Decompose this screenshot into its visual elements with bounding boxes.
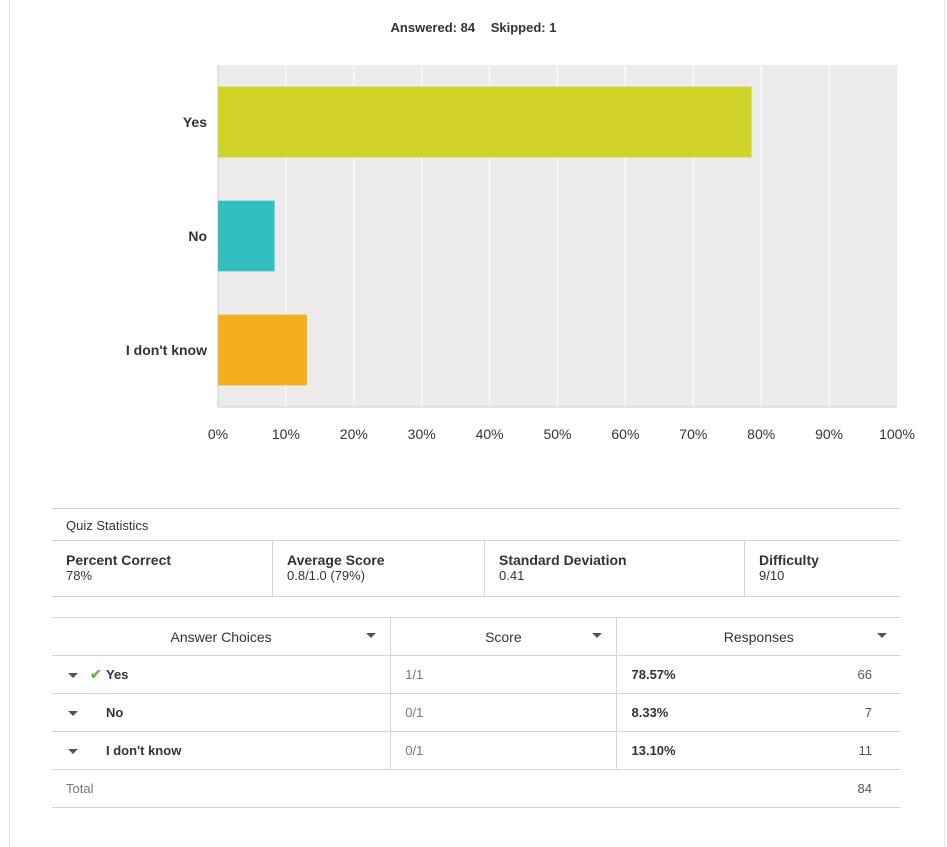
sort-score[interactable]: Score bbox=[390, 617, 617, 656]
sort-answer-choices[interactable]: Answer Choices bbox=[52, 617, 392, 656]
x-tick-label: 90% bbox=[815, 426, 843, 442]
x-tick-label: 20% bbox=[340, 426, 368, 442]
answer-choice-label: Yes bbox=[106, 667, 129, 682]
expand-row-toggle[interactable] bbox=[68, 749, 78, 755]
stat-label: Percent Correct bbox=[66, 552, 172, 568]
category-label: I don't know bbox=[126, 342, 207, 358]
responses-cell: 78.57% 66 bbox=[616, 655, 901, 694]
response-percent: 8.33% bbox=[631, 705, 669, 720]
response-summary: Answered: 84 Skipped: 1 bbox=[0, 20, 947, 35]
caret-down-icon bbox=[591, 633, 602, 638]
table-row: No 0/1 8.33% 7 bbox=[52, 693, 901, 732]
table-row: ✔ Yes 1/1 78.57% 66 bbox=[52, 655, 901, 694]
bar-chart: 0% 10% 20% 30% 40% 50% 60% 70% 80% 90% 100% Yes No I … bbox=[126, 65, 915, 442]
quiz-statistics-row: Percent Correct 78% Average Score 0.8/1.… bbox=[52, 541, 901, 597]
stat-value: 78% bbox=[66, 568, 93, 583]
total-row: Total 84 bbox=[52, 769, 901, 808]
quiz-statistics-title: Quiz Statistics bbox=[52, 508, 901, 541]
responses-cell: 13.10% 11 bbox=[616, 731, 901, 770]
stat-value: 0.8/1.0 (79%) bbox=[287, 568, 366, 583]
panel-frame bbox=[9, 0, 945, 847]
expand-row-toggle[interactable] bbox=[68, 673, 78, 679]
total-cell: 84 bbox=[616, 769, 901, 808]
x-tick-label: 30% bbox=[408, 426, 436, 442]
answer-choice-label: No bbox=[106, 705, 124, 720]
caret-down-icon bbox=[366, 633, 377, 638]
stat-label: Average Score bbox=[287, 552, 385, 568]
response-count: 7 bbox=[864, 705, 872, 720]
table-row: I don't know 0/1 13.10% 11 bbox=[52, 731, 901, 770]
sort-responses[interactable]: Responses bbox=[616, 617, 901, 656]
x-tick-label: 40% bbox=[476, 426, 504, 442]
column-header-label: Score bbox=[485, 628, 522, 645]
bar bbox=[218, 86, 752, 158]
answer-choice-label: I don't know bbox=[106, 743, 182, 758]
bar bbox=[218, 314, 307, 386]
expand-row-toggle[interactable] bbox=[68, 711, 78, 717]
x-tick-label: 60% bbox=[611, 426, 639, 442]
total-label: Total bbox=[52, 769, 616, 808]
check-icon: ✔ bbox=[90, 666, 102, 682]
bar bbox=[218, 200, 275, 272]
x-tick-label: 0% bbox=[208, 426, 228, 442]
stat-value: 9/10 bbox=[759, 568, 785, 583]
answered-count: Answered: 84 bbox=[390, 20, 476, 35]
stat-percent-correct: Percent Correct 78% bbox=[52, 541, 273, 596]
score-cell: 1/1 bbox=[390, 655, 617, 694]
answer-choice-cell: I don't know bbox=[52, 731, 392, 770]
category-label: No bbox=[188, 228, 207, 244]
score-cell: 0/1 bbox=[390, 693, 617, 732]
category-label: Yes bbox=[183, 114, 207, 130]
stat-value: 0.41 bbox=[499, 568, 525, 583]
caret-down-icon bbox=[877, 633, 887, 638]
score-cell: 0/1 bbox=[390, 731, 617, 770]
x-tick-label: 70% bbox=[679, 426, 707, 442]
answer-choice-cell: No bbox=[52, 693, 392, 732]
x-tick-label: 100% bbox=[879, 426, 915, 442]
total-count: 84 bbox=[857, 781, 872, 796]
x-tick-label: 10% bbox=[272, 426, 300, 442]
stat-difficulty: Difficulty 9/10 bbox=[745, 541, 901, 596]
stat-standard-deviation: Standard Deviation 0.41 bbox=[485, 541, 745, 596]
column-header-label: Responses bbox=[723, 628, 794, 645]
response-percent: 13.10% bbox=[631, 743, 676, 758]
table-header-row: Answer Choices Score Responses bbox=[52, 617, 901, 656]
response-percent: 78.57% bbox=[631, 667, 676, 682]
stat-label: Difficulty bbox=[759, 552, 819, 568]
answer-choice-cell: ✔ Yes bbox=[52, 655, 392, 694]
column-header-label: Answer Choices bbox=[170, 628, 272, 645]
x-tick-label: 80% bbox=[747, 426, 775, 442]
response-count: 66 bbox=[857, 667, 872, 682]
responses-cell: 8.33% 7 bbox=[616, 693, 901, 732]
response-count: 11 bbox=[858, 743, 873, 758]
answer-choices-table: Answer Choices Score Responses ✔ Yes 1/1 … bbox=[52, 617, 901, 808]
stat-label: Standard Deviation bbox=[499, 552, 627, 568]
quiz-statistics: Quiz Statistics Percent Correct 78% Aver… bbox=[52, 508, 901, 597]
x-tick-label: 50% bbox=[543, 426, 571, 442]
skipped-count: Skipped: 1 bbox=[490, 20, 557, 35]
stat-average-score: Average Score 0.8/1.0 (79%) bbox=[273, 541, 485, 596]
